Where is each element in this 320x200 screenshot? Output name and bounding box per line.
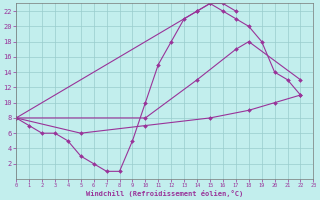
X-axis label: Windchill (Refroidissement éolien,°C): Windchill (Refroidissement éolien,°C) [86,190,244,197]
